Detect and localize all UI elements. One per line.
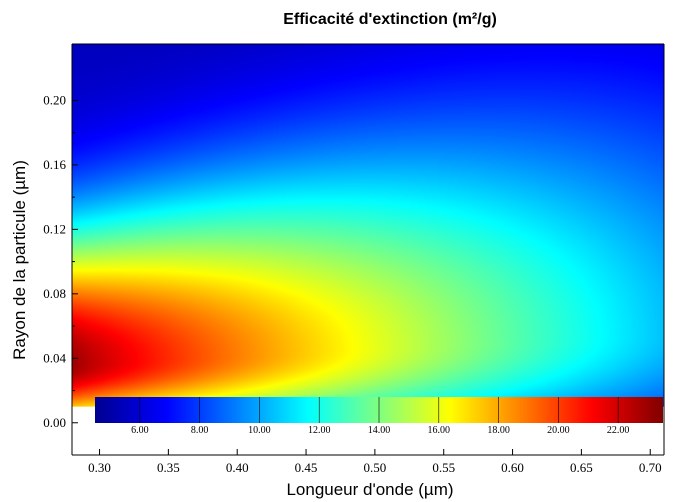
- colorbar-tick-label: 22.00: [607, 425, 630, 436]
- x-tick-label: 0.60: [501, 460, 524, 475]
- colorbar-tick-label: 20.00: [547, 425, 570, 436]
- y-tick-label: 0.20: [43, 92, 66, 107]
- colorbar-tick-label: 8.00: [191, 425, 209, 436]
- colorbar-tick-label: 16.00: [428, 425, 451, 436]
- y-axis: 0.00 0.04 0.08 0.12 0.16 0.20: [43, 92, 78, 430]
- x-tick-label: 0.65: [570, 460, 593, 475]
- colorbar-tick-label: 18.00: [487, 425, 510, 436]
- x-tick-label: 0.30: [88, 460, 111, 475]
- x-tick-label: 0.40: [226, 460, 249, 475]
- colorbar-tick-label: 6.00: [131, 425, 149, 436]
- y-axis-label: Rayon de la particule (µm): [10, 160, 29, 360]
- colorbar: 6.00 8.00 10.00 12.00 14.00 16.00 18.00 20.00 22…: [95, 397, 663, 436]
- colorbar-tick-label: 12.00: [308, 425, 331, 436]
- y-tick-label: 0.08: [43, 286, 66, 301]
- heatmap-image: [72, 44, 664, 407]
- x-tick-label: 0.45: [295, 460, 318, 475]
- chart-title: Efficacité d'extinction (m²/g): [283, 11, 497, 28]
- y-tick-label: 0.04: [43, 350, 66, 365]
- x-tick-label: 0.70: [639, 460, 662, 475]
- plot-frame: [71, 43, 665, 456]
- y-tick-label: 0.16: [43, 157, 66, 172]
- colorbar-ticks: 6.00 8.00 10.00 12.00 14.00 16.00 18.00 20.00 22…: [131, 397, 629, 436]
- x-axis-label: Longueur d'onde (µm): [286, 480, 453, 499]
- x-tick-label: 0.55: [432, 460, 455, 475]
- colorbar-tick-label: 14.00: [368, 425, 391, 436]
- y-tick-label: 0.12: [43, 221, 66, 236]
- x-tick-label: 0.35: [157, 460, 180, 475]
- x-axis: 0.30 0.35 0.40 0.45 0.50 0.55 0.60 0.65 0.70: [88, 449, 662, 475]
- x-tick-label: 0.50: [364, 460, 387, 475]
- heatmap-layer: [72, 44, 664, 407]
- colorbar-tick-label: 10.00: [248, 425, 271, 436]
- y-tick-label: 0.00: [43, 415, 66, 430]
